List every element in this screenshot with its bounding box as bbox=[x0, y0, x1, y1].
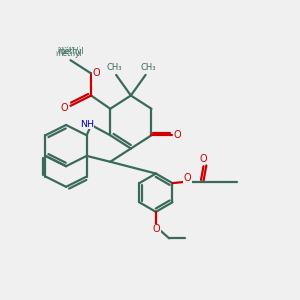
Text: methyl: methyl bbox=[57, 46, 81, 52]
Text: O: O bbox=[174, 130, 181, 140]
Text: CH₃: CH₃ bbox=[140, 63, 156, 72]
Text: methyl: methyl bbox=[52, 44, 91, 54]
Text: NH: NH bbox=[80, 120, 94, 129]
Text: O: O bbox=[153, 224, 160, 235]
Text: O: O bbox=[60, 103, 68, 113]
Text: O: O bbox=[184, 173, 192, 183]
Text: O: O bbox=[93, 68, 100, 78]
Text: methyl: methyl bbox=[56, 49, 82, 58]
Text: CH₃: CH₃ bbox=[106, 63, 122, 72]
Text: methyl: methyl bbox=[67, 53, 71, 54]
Text: methyl: methyl bbox=[57, 47, 84, 56]
Text: O: O bbox=[200, 154, 207, 164]
